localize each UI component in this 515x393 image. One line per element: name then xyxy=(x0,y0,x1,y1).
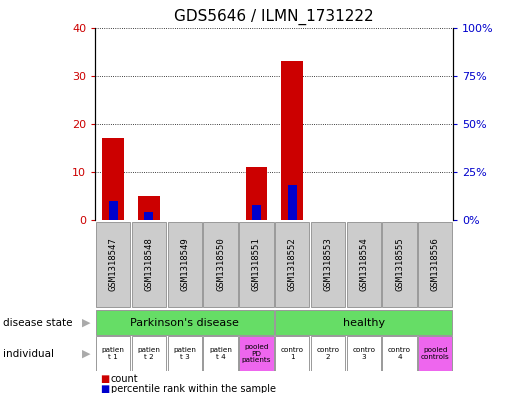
Bar xyxy=(281,61,303,220)
Bar xyxy=(288,185,297,220)
Text: healthy: healthy xyxy=(342,318,385,328)
Text: ■: ■ xyxy=(100,384,110,393)
Text: GSM1318550: GSM1318550 xyxy=(216,237,225,291)
Text: GSM1318555: GSM1318555 xyxy=(395,237,404,291)
FancyBboxPatch shape xyxy=(132,222,166,307)
Text: GSM1318551: GSM1318551 xyxy=(252,237,261,291)
FancyBboxPatch shape xyxy=(382,222,417,307)
FancyBboxPatch shape xyxy=(96,336,130,371)
Text: patien
t 2: patien t 2 xyxy=(138,347,160,360)
Text: GSM1318556: GSM1318556 xyxy=(431,237,440,291)
Title: GDS5646 / ILMN_1731222: GDS5646 / ILMN_1731222 xyxy=(175,9,374,25)
FancyBboxPatch shape xyxy=(382,336,417,371)
Text: count: count xyxy=(111,374,139,384)
Bar xyxy=(145,212,153,220)
Text: contro
3: contro 3 xyxy=(352,347,375,360)
Text: contro
1: contro 1 xyxy=(281,347,304,360)
Text: GSM1318554: GSM1318554 xyxy=(359,237,368,291)
Bar xyxy=(252,205,261,220)
Text: disease state: disease state xyxy=(3,318,72,328)
Text: patien
t 4: patien t 4 xyxy=(209,347,232,360)
Bar xyxy=(102,138,124,220)
Text: contro
4: contro 4 xyxy=(388,347,411,360)
FancyBboxPatch shape xyxy=(311,222,345,307)
Bar xyxy=(109,201,117,220)
Text: contro
2: contro 2 xyxy=(316,347,339,360)
FancyBboxPatch shape xyxy=(167,222,202,307)
Text: GSM1318549: GSM1318549 xyxy=(180,237,189,291)
Text: ■: ■ xyxy=(100,374,110,384)
Text: patien
t 3: patien t 3 xyxy=(174,347,196,360)
Text: percentile rank within the sample: percentile rank within the sample xyxy=(111,384,276,393)
FancyBboxPatch shape xyxy=(275,310,453,336)
FancyBboxPatch shape xyxy=(203,222,238,307)
Bar xyxy=(246,167,267,220)
Text: GSM1318552: GSM1318552 xyxy=(288,237,297,291)
Text: pooled
controls: pooled controls xyxy=(421,347,450,360)
Text: GSM1318548: GSM1318548 xyxy=(145,237,153,291)
FancyBboxPatch shape xyxy=(347,222,381,307)
FancyBboxPatch shape xyxy=(275,336,310,371)
FancyBboxPatch shape xyxy=(96,222,130,307)
FancyBboxPatch shape xyxy=(203,336,238,371)
Bar xyxy=(138,196,160,220)
FancyBboxPatch shape xyxy=(418,222,453,307)
Text: Parkinson's disease: Parkinson's disease xyxy=(130,318,239,328)
Text: GSM1318547: GSM1318547 xyxy=(109,237,117,291)
FancyBboxPatch shape xyxy=(311,336,345,371)
FancyBboxPatch shape xyxy=(239,336,273,371)
Text: individual: individual xyxy=(3,349,54,359)
Text: patien
t 1: patien t 1 xyxy=(102,347,125,360)
FancyBboxPatch shape xyxy=(347,336,381,371)
Text: ▶: ▶ xyxy=(81,318,90,328)
FancyBboxPatch shape xyxy=(167,336,202,371)
Text: ▶: ▶ xyxy=(81,349,90,359)
Text: GSM1318553: GSM1318553 xyxy=(323,237,332,291)
FancyBboxPatch shape xyxy=(132,336,166,371)
FancyBboxPatch shape xyxy=(239,222,273,307)
FancyBboxPatch shape xyxy=(418,336,453,371)
Text: pooled
PD
patients: pooled PD patients xyxy=(242,344,271,363)
FancyBboxPatch shape xyxy=(96,310,273,336)
FancyBboxPatch shape xyxy=(275,222,310,307)
